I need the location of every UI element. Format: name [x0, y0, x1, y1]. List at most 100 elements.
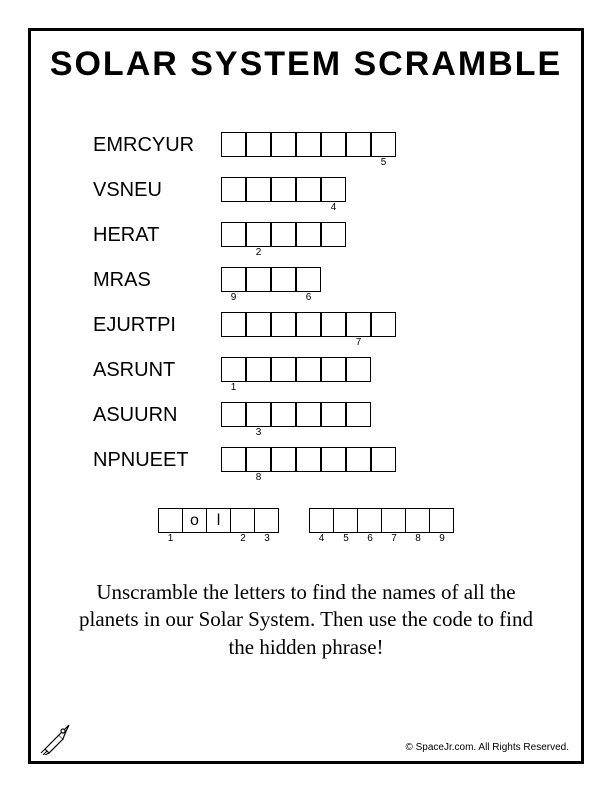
letter-box[interactable] [221, 267, 246, 292]
letter-box-wrap: 2 [246, 222, 271, 259]
scramble-row: EMRCYUR5 [93, 132, 581, 171]
letter-box[interactable] [296, 447, 321, 472]
letter-box-wrap [371, 312, 396, 349]
letter-box-wrap [271, 267, 296, 304]
letter-box[interactable] [221, 177, 246, 202]
letter-box-wrap [271, 447, 296, 484]
letter-box-wrap: 4 [321, 177, 346, 214]
letter-box-wrap [296, 132, 321, 169]
letter-box[interactable] [371, 447, 396, 472]
letter-box[interactable] [321, 312, 346, 337]
answer-number: 5 [343, 533, 349, 545]
letter-box[interactable] [221, 402, 246, 427]
box-number: 2 [256, 247, 262, 259]
letter-box[interactable] [221, 132, 246, 157]
answer-box-wrap: l [207, 508, 231, 545]
answer-number: 6 [367, 533, 373, 545]
letter-box[interactable] [246, 447, 271, 472]
letter-box[interactable] [271, 312, 296, 337]
letter-box[interactable] [321, 177, 346, 202]
letter-box[interactable] [296, 267, 321, 292]
letter-box[interactable] [296, 222, 321, 247]
letter-box[interactable] [346, 132, 371, 157]
letter-box[interactable] [221, 447, 246, 472]
answer-box[interactable] [309, 508, 334, 533]
answer-box[interactable] [333, 508, 358, 533]
answer-box[interactable] [357, 508, 382, 533]
answer-box[interactable]: l [206, 508, 231, 533]
letter-box[interactable] [246, 267, 271, 292]
letter-box-wrap [221, 222, 246, 259]
letter-box-wrap [271, 177, 296, 214]
letter-box-wrap [271, 222, 296, 259]
letter-box[interactable] [246, 357, 271, 382]
answer-box-wrap: 1 [158, 508, 183, 545]
letter-box-wrap: 9 [221, 267, 246, 304]
letter-box[interactable] [371, 132, 396, 157]
letter-boxes: 5 [221, 132, 396, 169]
letter-box[interactable] [246, 312, 271, 337]
letter-box-wrap: 1 [221, 357, 246, 394]
letter-box[interactable] [221, 222, 246, 247]
letter-box[interactable] [346, 357, 371, 382]
letter-box[interactable] [371, 312, 396, 337]
letter-box[interactable] [346, 402, 371, 427]
letter-box-wrap: 5 [371, 132, 396, 169]
box-number: 9 [231, 292, 237, 304]
letter-box[interactable] [221, 312, 246, 337]
answer-box-wrap: 7 [382, 508, 406, 545]
box-number: 3 [256, 427, 262, 439]
scramble-row: VSNEU 4 [93, 177, 581, 216]
letter-box[interactable] [346, 447, 371, 472]
letter-boxes: 96 [221, 267, 321, 304]
answer-box[interactable] [381, 508, 406, 533]
letter-box[interactable] [271, 267, 296, 292]
letter-box-wrap: 6 [296, 267, 321, 304]
answer-area: 1ol23 456789 [31, 508, 581, 545]
scramble-clue: EJURTPI [93, 312, 221, 337]
letter-box[interactable] [321, 402, 346, 427]
letter-box[interactable] [296, 132, 321, 157]
scramble-clue: VSNEU [93, 177, 221, 202]
letter-box[interactable] [246, 177, 271, 202]
answer-box[interactable] [429, 508, 454, 533]
page-title: SOLAR SYSTEM SCRAMBLE [31, 45, 581, 84]
answer-box[interactable] [254, 508, 279, 533]
letter-box[interactable] [246, 222, 271, 247]
letter-box-wrap [221, 177, 246, 214]
letter-box-wrap [346, 132, 371, 169]
letter-box[interactable] [271, 177, 296, 202]
letter-boxes: 8 [221, 447, 396, 484]
letter-box[interactable] [321, 222, 346, 247]
letter-box[interactable] [296, 177, 321, 202]
letter-box-wrap [246, 177, 271, 214]
letter-box-wrap: 3 [246, 402, 271, 439]
letter-box[interactable] [321, 447, 346, 472]
letter-box[interactable] [346, 312, 371, 337]
letter-box-wrap [271, 132, 296, 169]
copyright-text: © SpaceJr.com. All Rights Reserved. [405, 742, 569, 753]
letter-box[interactable] [296, 312, 321, 337]
letter-box[interactable] [246, 132, 271, 157]
letter-box-wrap [296, 447, 321, 484]
answer-box-wrap: 3 [255, 508, 279, 545]
answer-box[interactable]: o [182, 508, 207, 533]
instructions-text: Unscramble the letters to find the names… [71, 579, 541, 661]
scramble-row: ASUURN3 [93, 402, 581, 441]
letter-box[interactable] [321, 132, 346, 157]
letter-box-wrap [346, 447, 371, 484]
answer-box[interactable] [230, 508, 255, 533]
letter-box[interactable] [271, 402, 296, 427]
letter-box[interactable] [296, 402, 321, 427]
letter-box[interactable] [221, 357, 246, 382]
letter-box[interactable] [271, 132, 296, 157]
letter-box[interactable] [271, 447, 296, 472]
letter-box[interactable] [321, 357, 346, 382]
letter-box[interactable] [246, 402, 271, 427]
answer-box[interactable] [158, 508, 183, 533]
letter-box[interactable] [271, 222, 296, 247]
letter-box[interactable] [271, 357, 296, 382]
answer-box[interactable] [405, 508, 430, 533]
letter-boxes: 4 [221, 177, 346, 214]
letter-box[interactable] [296, 357, 321, 382]
